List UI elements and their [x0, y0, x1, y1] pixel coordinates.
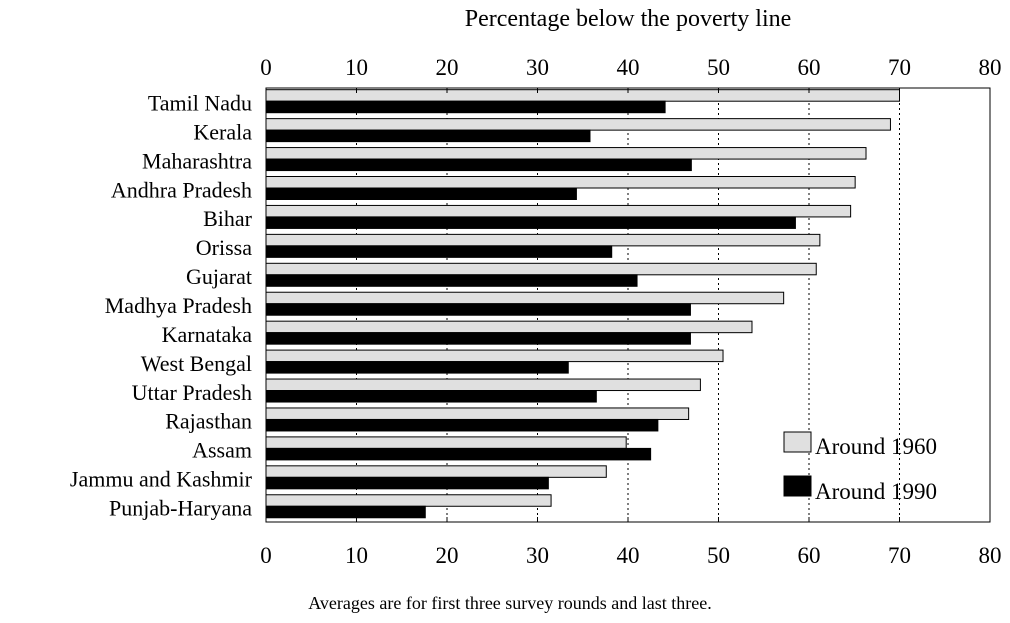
x-tick-label: 60: [798, 55, 821, 80]
bar-bihar-around-1990: [265, 216, 796, 229]
bar-karnataka-around-1960: [265, 320, 753, 334]
legend-label-around-1990: Around 1990: [815, 479, 937, 504]
x-tick-label: 40: [617, 55, 640, 80]
bar-rajasthan-around-1990: [265, 418, 659, 432]
bar-andhra-pradesh-around-1990: [265, 187, 577, 200]
legend-label-around-1960: Around 1960: [815, 434, 937, 459]
category-label-maharashtra: Maharashtra: [142, 148, 252, 173]
bar-punjab-haryana-around-1960: [265, 494, 552, 507]
x-tick-label: 40: [617, 543, 640, 568]
category-label-rajasthan: Rajasthan: [165, 409, 252, 434]
category-label-tamil-nadu: Tamil Nadu: [148, 90, 252, 115]
bar-madhya-pradesh-around-1960: [265, 291, 785, 305]
bar-karnataka-around-1990: [265, 332, 691, 345]
x-tick-label: 70: [888, 543, 911, 568]
category-label-west-bengal: West Bengal: [141, 351, 252, 376]
x-tick-label: 50: [707, 543, 730, 568]
category-label-uttar-pradesh: Uttar Pradesh: [132, 380, 252, 405]
x-tick-label: 30: [526, 543, 549, 568]
x-axis-top: 0 10 20 30 40 50 60 70 80: [260, 55, 1002, 93]
bar-tamil-nadu-around-1990: [265, 100, 666, 114]
x-tick-label: 0: [260, 543, 272, 568]
x-tick-label: 20: [436, 543, 459, 568]
x-tick-label: 20: [436, 55, 459, 80]
bar-rajasthan-around-1960: [265, 407, 690, 420]
bar-gujarat-around-1990: [265, 274, 638, 287]
bar-maharashtra-around-1960: [265, 147, 867, 160]
bar-tamil-nadu-around-1960: [265, 89, 900, 102]
x-tick-label: 60: [798, 543, 821, 568]
legend: Around 1960 Around 1990: [783, 431, 937, 504]
x-tick-label: 70: [888, 55, 911, 80]
category-label-assam: Assam: [192, 438, 252, 463]
category-label-andhra-pradesh: Andhra Pradesh: [111, 177, 252, 202]
bar-orissa-around-1960: [265, 233, 821, 247]
bar-madhya-pradesh-around-1990: [265, 303, 691, 316]
bar-andhra-pradesh-around-1960: [265, 176, 856, 189]
x-axis-bottom: 0 10 20 30 40 50 60 70 80: [260, 517, 1002, 568]
chart-caption: Averages are for first three survey roun…: [308, 593, 712, 613]
category-label-gujarat: Gujarat: [186, 264, 252, 289]
bar-uttar-pradesh-around-1960: [265, 378, 701, 392]
category-label-jammu-and-kashmir: Jammu and Kashmir: [70, 467, 253, 492]
category-label-kerala: Kerala: [193, 119, 252, 144]
category-label-bihar: Bihar: [203, 206, 253, 231]
bar-jammu-and-kashmir-around-1990: [265, 476, 549, 490]
bar-bihar-around-1960: [265, 204, 852, 218]
bar-west-bengal-around-1990: [265, 361, 569, 374]
x-tick-label: 10: [345, 55, 368, 80]
x-axis-title: Percentage below the poverty line: [465, 6, 792, 32]
category-labels: Tamil Nadu Kerala Maharashtra Andhra Prades…: [70, 90, 253, 520]
bar-assam-around-1960: [265, 436, 627, 449]
bar-uttar-pradesh-around-1990: [265, 390, 597, 403]
x-tick-label: 50: [707, 55, 730, 80]
bar-punjab-haryana-around-1990: [265, 505, 426, 519]
category-label-madhya-pradesh: Madhya Pradesh: [105, 293, 252, 318]
x-tick-label: 80: [979, 543, 1002, 568]
bar-maharashtra-around-1990: [265, 158, 692, 172]
legend-swatch-around-1990: [783, 475, 812, 497]
bar-kerala-around-1960: [265, 118, 891, 131]
bar-jammu-and-kashmir-around-1960: [265, 465, 607, 478]
x-tick-label: 10: [345, 543, 368, 568]
legend-swatch-around-1960: [783, 431, 812, 453]
category-label-orissa: Orissa: [196, 235, 252, 260]
bar-orissa-around-1990: [265, 245, 613, 258]
category-label-karnataka: Karnataka: [162, 322, 253, 347]
bar-west-bengal-around-1960: [265, 349, 724, 363]
bars: [265, 89, 900, 519]
x-tick-label: 30: [526, 55, 549, 80]
category-label-punjab-haryana: Punjab-Haryana: [109, 496, 252, 521]
x-tick-label: 0: [260, 55, 272, 80]
bar-assam-around-1990: [265, 447, 652, 461]
bar-gujarat-around-1960: [265, 262, 817, 276]
x-tick-label: 80: [979, 55, 1002, 80]
bar-kerala-around-1990: [265, 129, 591, 143]
